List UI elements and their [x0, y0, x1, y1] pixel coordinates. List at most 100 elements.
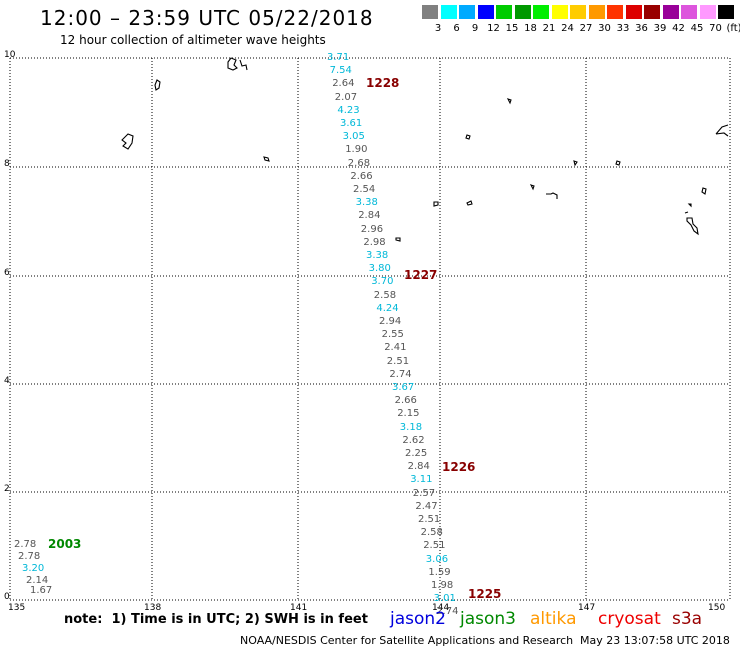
- y-tick-label: 2: [4, 484, 10, 494]
- scale-label: 42: [672, 23, 685, 34]
- x-tick-label: 138: [144, 603, 162, 613]
- swh-value: 2.94: [379, 316, 402, 327]
- swh-value: 3.67: [392, 382, 415, 393]
- scale-swatch: [699, 5, 716, 19]
- satellite-name: s3a: [672, 609, 703, 629]
- swh-value: 3.01: [433, 593, 456, 605]
- scale-label: 21: [542, 23, 556, 34]
- scale-label: 45: [690, 23, 704, 34]
- swh-value: 3.61: [340, 118, 363, 129]
- satellite-name: cryosat: [598, 609, 661, 629]
- island: [573, 160, 578, 167]
- scale-swatch: [644, 5, 660, 19]
- scale-label: 39: [653, 23, 667, 34]
- pass-time-label: 1225: [468, 587, 502, 601]
- island: [686, 217, 699, 236]
- y-tick-label: 4: [4, 376, 10, 386]
- swh-value: 3.20: [22, 563, 45, 574]
- island: [715, 124, 729, 137]
- scale-swatch: [533, 5, 549, 19]
- swh-value: 2.84: [407, 461, 430, 473]
- island-outlines: [121, 57, 729, 242]
- scale-swatch: [440, 5, 457, 19]
- swh-value: 1.59: [428, 566, 451, 578]
- island: [684, 211, 689, 214]
- swh-value: 2.64: [332, 78, 355, 90]
- satellite-name: jason3: [460, 609, 516, 629]
- y-tick-label: 6: [4, 268, 10, 278]
- footer-note: note: 1) Time is in UTC; 2) SWH is in fe…: [64, 612, 368, 627]
- island: [433, 201, 439, 207]
- scale-swatch: [570, 5, 586, 19]
- pass-time-label: 1226: [442, 460, 476, 474]
- scale-label: 3: [434, 23, 442, 34]
- swh-value: 2.51: [386, 355, 410, 367]
- page-title: 12:00 – 23:59 UTC 05/22/2018: [40, 6, 374, 30]
- scale-swatch: [588, 5, 605, 19]
- swh-value: 3.38: [355, 197, 378, 209]
- scale-label: 15: [505, 23, 519, 34]
- scale-label: 30: [598, 23, 611, 34]
- y-tick-label: 0: [4, 592, 10, 602]
- satellite-name: jason2: [390, 609, 446, 629]
- scale-label: 12: [487, 23, 500, 34]
- island: [466, 200, 473, 206]
- swh-value: 2.47: [415, 500, 438, 512]
- scale-swatch: [514, 5, 531, 19]
- island: [615, 160, 621, 166]
- swh-value: 1.90: [345, 144, 368, 156]
- swh-value: 2.78: [14, 539, 37, 550]
- satellite-name: altika: [530, 609, 577, 629]
- timestamp: May 23 13:07:58 UTC 2018: [580, 634, 730, 647]
- swh-value: 2.07: [334, 91, 358, 103]
- island: [263, 156, 270, 162]
- island: [687, 203, 692, 208]
- swh-value: 2.98: [363, 236, 386, 248]
- scale-swatch: [477, 5, 494, 19]
- scale-label: (ft): [726, 23, 740, 34]
- pass-time-label: 1227: [404, 268, 438, 282]
- island: [154, 79, 161, 91]
- swh-value: 2.57: [412, 487, 436, 499]
- swh-value: 4.24: [376, 302, 399, 314]
- pass-time-label: 1228: [366, 76, 400, 90]
- swh-value: 3.70: [371, 276, 394, 288]
- swh-value: 2.51: [418, 514, 441, 525]
- swh-value: 2.54: [353, 184, 376, 195]
- page-subtitle: 12 hour collection of altimeter wave hei…: [60, 33, 326, 47]
- x-tick-label: 147: [578, 603, 596, 613]
- swh-value: 2.96: [360, 223, 384, 235]
- swh-value: 3.38: [366, 250, 389, 261]
- swh-value: 2.78: [18, 551, 41, 562]
- swh-value: 2.58: [373, 289, 397, 301]
- swh-value: 3.05: [342, 131, 365, 143]
- island: [529, 184, 535, 191]
- scale-swatch: [662, 5, 679, 19]
- scale-label: 27: [579, 23, 593, 34]
- swh-value: 3.80: [368, 263, 391, 275]
- swh-value: 3.71: [327, 52, 350, 63]
- scale-swatch: [718, 5, 734, 19]
- y-tick-label: 8: [4, 159, 10, 169]
- swh-value: 3.18: [399, 421, 423, 433]
- x-tick-label: 150: [708, 603, 726, 613]
- scale-swatch: [459, 5, 475, 19]
- island: [395, 237, 401, 242]
- island: [239, 59, 248, 71]
- swh-value: 3.06: [425, 553, 449, 565]
- scale-swatch: [625, 5, 642, 19]
- scale-label: 9: [471, 23, 479, 34]
- scale-label: 24: [561, 23, 574, 34]
- scale-swatch: [496, 5, 512, 19]
- scale-label: 70: [709, 23, 722, 34]
- credit-text: NOAA/NESDIS Center for Satellite Applica…: [240, 634, 574, 647]
- island: [121, 133, 134, 150]
- swh-value: 2.51: [423, 540, 446, 552]
- island: [465, 134, 471, 140]
- swh-value: 2.55: [381, 329, 404, 341]
- swh-value: 2.25: [405, 448, 428, 459]
- scale-swatch: [422, 5, 438, 19]
- swh-value: 1.67: [30, 585, 53, 596]
- island: [701, 187, 707, 195]
